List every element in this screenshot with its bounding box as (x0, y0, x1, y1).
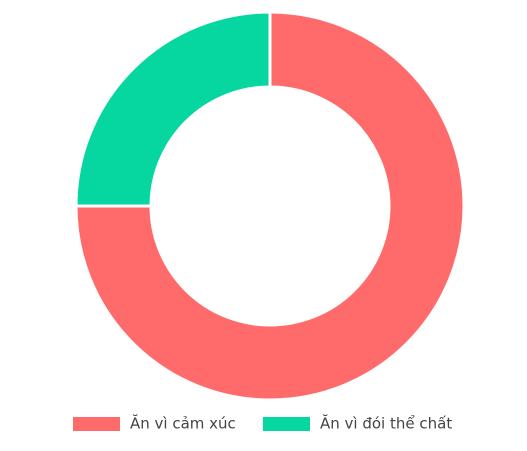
legend-label: Ăn vì cảm xúc (130, 414, 236, 433)
slice (74, 10, 466, 402)
legend-label: Ăn vì đói thể chất (320, 414, 452, 433)
legend-swatch (73, 417, 120, 431)
legend-swatch (263, 417, 310, 431)
slice (74, 10, 272, 208)
